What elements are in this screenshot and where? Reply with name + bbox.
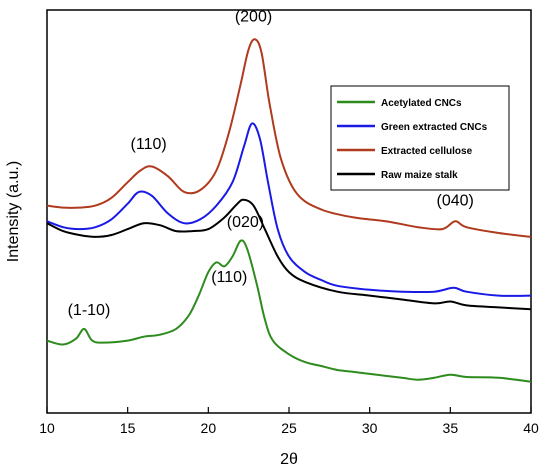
x-tick-label: 10 [39,420,55,436]
x-tick-label: 40 [523,420,539,436]
peak-annotations: (200) (110) (040) (020) (110) (1-10) [68,9,474,319]
legend-label: Extracted cellulose [381,146,473,157]
y-axis-label: Intensity (a.u.) [5,161,22,262]
legend-label: Green extracted CNCs [381,122,488,133]
x-tick-label: 35 [443,420,459,436]
x-tick-label: 20 [201,420,217,436]
legend-box [330,85,510,191]
x-tick-label: 30 [362,420,378,436]
legend-label: Raw maize stalk [381,170,458,181]
plot-area: 10 15 20 25 30 35 40 (200) (110) (040) (020) (110)… [39,9,539,436]
series-line-raw-maize-stalk [46,198,532,311]
x-tick-label: 15 [120,420,136,436]
peak-label: (1-10) [68,302,111,319]
series-line-green-extracted-cncs [46,122,532,297]
series-line-acetylated-cncs [46,239,532,383]
peak-label: (040) [436,193,473,210]
peak-label: (200) [235,9,272,26]
x-ticks: 10 15 20 25 30 35 40 [39,407,539,436]
x-tick-label: 25 [281,420,297,436]
peak-label: (110) [211,269,247,286]
series-line-extracted-cellulose [46,38,532,238]
x-axis-label: 2θ [280,451,298,468]
series-group [46,38,532,383]
legend: Acetylated CNCs Green extracted CNCs Extra… [330,85,510,191]
peak-label: (110) [131,136,167,153]
legend-label: Acetylated CNCs [381,98,462,109]
peak-label: (020) [227,214,264,231]
